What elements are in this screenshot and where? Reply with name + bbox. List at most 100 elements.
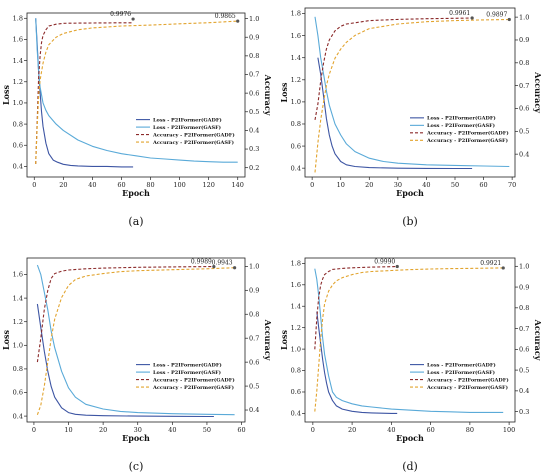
annotation-label: 0.9961 — [449, 10, 470, 17]
y2-tick-label: 0.6 — [249, 358, 259, 366]
y2-tick-label: 1.0 — [249, 15, 259, 23]
x-tick-label: 40 — [168, 426, 176, 434]
y-tick-label: 0.8 — [13, 120, 23, 128]
y2-tick-label: 0.4 — [249, 127, 259, 135]
series-line-3 — [314, 267, 504, 412]
y-tick-label: 1.4 — [291, 54, 301, 62]
x-tick-label: 30 — [394, 181, 402, 189]
y-tick-label: 1.2 — [291, 76, 301, 84]
y2-tick-label: 0.7 — [519, 325, 529, 333]
y2-tick-label: 0.8 — [519, 59, 529, 67]
y2-tick-label: 1.0 — [249, 263, 259, 271]
x-tick-label: 0 — [32, 426, 36, 434]
y-axis-label: Loss — [1, 330, 11, 350]
x-tick-label: 0 — [310, 181, 314, 189]
y-tick-label: 1.4 — [13, 57, 23, 65]
x-tick-label: 20 — [365, 181, 373, 189]
x-axis-label: Epoch — [396, 188, 424, 198]
annotation-marker — [131, 17, 135, 21]
y2-tick-label: 0.5 — [519, 128, 529, 136]
y2-tick-label: 0.2 — [249, 164, 259, 172]
x-tick-label: 80 — [466, 426, 474, 434]
legend-entry: Accuracy - P2IFormer(GADF) — [152, 131, 235, 138]
y-tick-label: 1.0 — [291, 345, 301, 353]
y2-tick-label: 0.6 — [519, 105, 529, 113]
annotation-marker — [501, 266, 505, 270]
y2-tick-label: 0.7 — [249, 334, 259, 342]
y2-tick-label: 0.8 — [249, 310, 259, 318]
y2-tick-label: 0.4 — [519, 150, 529, 158]
subplot-caption: (d) — [402, 460, 418, 473]
legend-entry: Loss - P2IFormer(GASF) — [427, 369, 495, 376]
subplot-caption: (c) — [129, 460, 144, 473]
y-tick-label: 1.2 — [13, 318, 23, 326]
y-tick-label: 0.6 — [13, 141, 23, 149]
y-axis-label: Loss — [279, 330, 289, 350]
plot-frame — [304, 257, 516, 423]
annotation-marker — [236, 19, 240, 23]
y2-tick-label: 0.7 — [249, 71, 259, 79]
x-tick-label: 20 — [348, 426, 356, 434]
x-tick-label: 20 — [59, 181, 67, 189]
legend-entry: Loss - P2IFormer(GASF) — [427, 122, 495, 129]
x-tick-label: 100 — [173, 181, 185, 189]
y-tick-label: 1.6 — [291, 32, 301, 40]
y-tick-label: 1.4 — [13, 294, 23, 302]
plot-frame — [304, 7, 516, 178]
y-tick-label: 1.8 — [291, 10, 301, 18]
legend-entry: Accuracy - P2IFormer(GASF) — [152, 384, 234, 391]
subplot-c: 0 10 20 30 40 50 60 0.4 0.6 0.8 1.0 1.2 1.4 1.6 0.4 0.5… — [1, 257, 273, 473]
series-line-2 — [35, 22, 134, 165]
x-tick-label: 50 — [451, 181, 459, 189]
annotation-marker — [395, 264, 399, 269]
legend-entry: Loss - P2IFormer(GASF) — [153, 124, 221, 131]
x-tick-label: 30 — [134, 426, 142, 434]
legend-entry: Loss - P2IFormer(GADF) — [153, 361, 222, 368]
y-axis-label: Loss — [279, 82, 289, 102]
y2-tick-label: 0.8 — [249, 52, 259, 60]
x-tick-label: 40 — [422, 181, 430, 189]
annotation-label: 0.9943 — [212, 260, 233, 267]
x-tick-label: 60 — [117, 181, 125, 189]
y-tick-label: 1.0 — [291, 98, 301, 106]
x-tick-label: 0 — [311, 426, 315, 434]
y2-tick-label: 0.9 — [519, 283, 529, 291]
y-tick-label: 0.4 — [13, 163, 23, 171]
subplot-a: 0 20 40 60 80 100 120 140 0.4 0.6 0.8 1.0 1.2 1.4 1.6 1… — [1, 11, 273, 228]
y2-axis-label: Accuracy — [533, 71, 543, 113]
plot-frame — [26, 12, 246, 178]
y2-tick-label: 1.0 — [519, 263, 529, 271]
series-line-3 — [314, 18, 510, 173]
x-tick-label: 40 — [387, 426, 395, 434]
series-line-1 — [35, 18, 238, 163]
y-tick-label: 1.2 — [291, 324, 301, 332]
subplot-d: 0 20 40 60 80 100 0.4 0.6 0.8 1.0 1.2 1.4 1.6 1.8 0.3 0… — [279, 257, 543, 473]
y2-axis-label: Accuracy — [263, 319, 273, 361]
annotation-marker — [233, 266, 237, 270]
y2-tick-label: 0.4 — [249, 406, 259, 414]
x-tick-label: 20 — [99, 426, 107, 434]
subplot-caption: (a) — [128, 215, 143, 228]
series-line-0 — [36, 303, 214, 418]
y2-axis-label: Accuracy — [533, 319, 543, 361]
x-tick-label: 60 — [479, 181, 487, 189]
y2-tick-label: 0.8 — [519, 304, 529, 312]
y-tick-label: 0.4 — [291, 164, 301, 172]
x-axis-label: Epoch — [396, 433, 424, 443]
annotation-label: 0.9989 — [191, 259, 212, 266]
series-line-1 — [314, 268, 504, 413]
x-tick-label: 80 — [146, 181, 154, 189]
legend-entry: Accuracy - P2IFormer(GADF) — [426, 130, 509, 137]
y-tick-label: 1.0 — [13, 99, 23, 107]
x-tick-label: 40 — [88, 181, 96, 189]
legend-entry: Accuracy - P2IFormer(GASF) — [152, 139, 234, 146]
y-tick-label: 1.6 — [13, 271, 23, 279]
legend-entry: Loss - P2IFormer(GADF) — [153, 116, 222, 123]
y-tick-label: 0.8 — [291, 367, 301, 375]
y2-tick-label: 0.6 — [519, 346, 529, 354]
y-tick-label: 1.6 — [13, 36, 23, 44]
y2-tick-label: 0.5 — [249, 382, 259, 390]
y-tick-label: 1.4 — [291, 302, 301, 310]
y-axis-label: Loss — [1, 85, 11, 105]
legend-entry: Loss - P2IFormer(GADF) — [427, 115, 496, 122]
